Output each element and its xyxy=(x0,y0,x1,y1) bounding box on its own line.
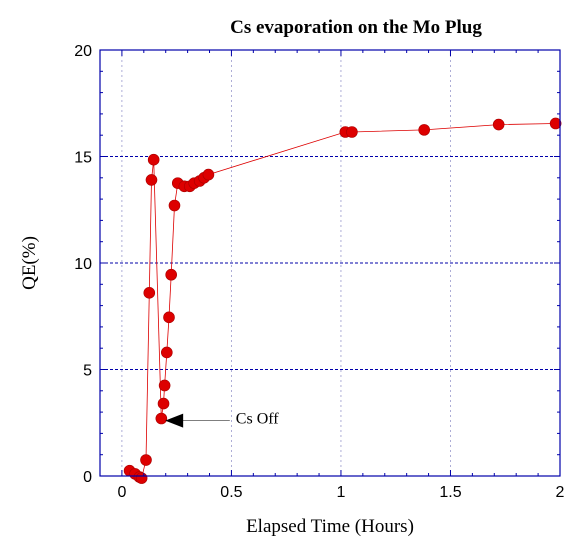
x-tick-label: 0.5 xyxy=(220,484,242,501)
data-point xyxy=(168,199,181,212)
y-tick-label: 20 xyxy=(74,43,92,60)
data-point xyxy=(418,124,430,136)
data-markers xyxy=(123,117,562,484)
y-tick-label: 10 xyxy=(74,256,92,273)
y-tick-label: 0 xyxy=(83,469,92,486)
data-point xyxy=(492,118,505,131)
grid xyxy=(100,50,560,476)
data-point xyxy=(157,397,170,410)
data-point xyxy=(158,379,171,392)
series-line xyxy=(129,123,556,479)
x-tick-label: 2 xyxy=(556,484,565,501)
x-axis-label: Elapsed Time (Hours) xyxy=(246,516,414,537)
chart-title: Cs evaporation on the Mo Plug xyxy=(230,17,482,38)
data-point xyxy=(147,153,160,166)
x-tick-label: 1 xyxy=(336,484,345,501)
x-tick-label: 0 xyxy=(117,484,126,501)
x-tick-label: 1.5 xyxy=(439,484,461,501)
y-axis-label: QE(%) xyxy=(19,236,40,290)
data-point xyxy=(346,126,358,138)
y-tick-label: 5 xyxy=(83,363,92,380)
data-point xyxy=(202,168,215,181)
annotation-arrow-head xyxy=(165,413,184,428)
data-point xyxy=(135,472,148,484)
series-polyline xyxy=(129,123,556,479)
data-point xyxy=(143,287,156,299)
data-point xyxy=(165,268,177,281)
annotations: Cs Off xyxy=(165,410,279,428)
data-point xyxy=(549,117,562,130)
data-point xyxy=(161,346,173,359)
y-tick-label: 15 xyxy=(74,150,92,167)
data-point xyxy=(163,311,175,324)
annotation-label: Cs Off xyxy=(236,410,279,427)
data-point xyxy=(145,174,158,186)
data-point xyxy=(140,454,152,466)
data-point xyxy=(155,412,168,425)
